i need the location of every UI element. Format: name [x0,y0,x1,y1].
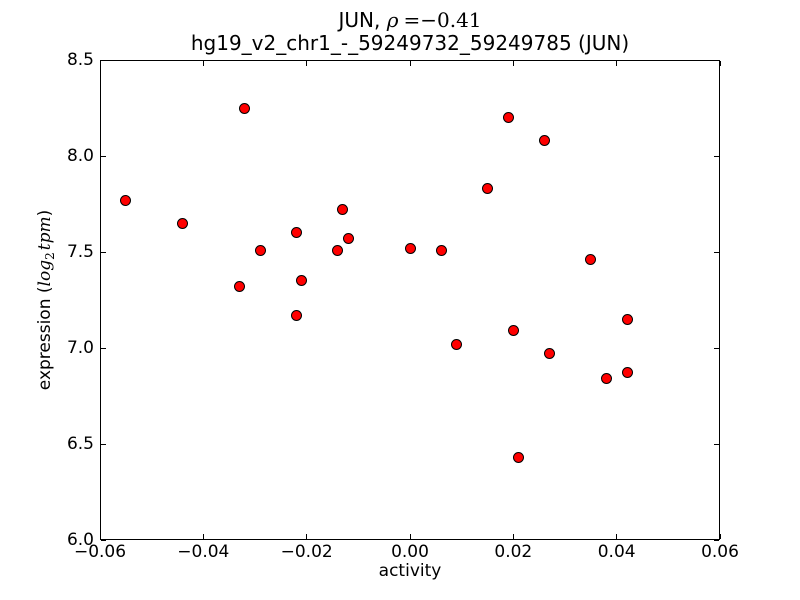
data-point [544,348,555,360]
data-point [342,233,354,245]
y-axis-label-log: log [35,259,55,287]
y-tick-mark-right [714,347,719,349]
data-point [337,204,349,216]
data-point [482,183,493,195]
x-tick-mark-top [306,61,308,66]
data-point [290,227,302,239]
y-tick-mark [101,539,106,541]
data-point [254,244,266,256]
y-tick-label: 8.0 [66,146,94,166]
y-tick-label: 6.5 [66,434,94,454]
y-axis-label-suffix: ) [35,209,55,217]
x-tick-mark [719,534,721,539]
x-tick-label: 0.00 [391,542,429,562]
y-tick-mark [101,443,106,445]
y-tick-mark-right [714,59,719,61]
x-tick-label: 0.04 [597,542,636,562]
title-rho-value: =−0.41 [403,8,482,32]
data-point [234,281,245,293]
y-tick-mark-right [714,539,719,541]
data-point [507,325,519,337]
plot-area [100,60,720,540]
x-tick-label: −0.04 [177,542,230,562]
y-tick-label: 8.5 [66,50,94,70]
x-tick-label: −0.02 [280,542,333,562]
y-tick-mark-right [714,443,719,445]
y-tick-mark-right [714,251,719,253]
chart-subtitle: hg19_v2_chr1_-_59249732_59249785 (JUN) [190,31,630,55]
x-tick-label: 0.02 [494,542,533,562]
data-point [332,244,344,256]
x-tick-mark [99,534,101,539]
data-point [451,338,462,350]
x-tick-mark [512,534,514,539]
x-tick-mark-top [512,61,514,66]
x-tick-mark [306,534,308,539]
y-tick-mark [101,59,106,61]
x-tick-mark-top [202,61,204,66]
title-gene-label: JUN, [338,8,387,32]
y-tick-label: 7.0 [66,338,94,358]
data-point [513,451,524,463]
data-point [404,242,416,254]
data-point [585,254,597,266]
x-axis-label: activity [378,561,442,581]
data-point [621,367,633,379]
y-tick-mark [101,347,106,349]
x-tick-mark-top [99,61,101,66]
y-tick-mark [101,155,106,157]
y-tick-label: 7.5 [66,242,94,262]
y-tick-mark [101,251,106,253]
y-axis-label: expression (log2tpm) [35,210,57,390]
x-tick-mark [409,534,411,539]
data-point [600,373,612,385]
x-tick-mark [616,534,618,539]
x-tick-mark [202,534,204,539]
x-tick-mark-top [719,61,721,66]
x-tick-mark-top [616,61,618,66]
chart-title: JUN, ρ =−0.41 hg19_v2_chr1_-_59249732_592… [191,9,629,55]
x-tick-label: −0.06 [73,542,127,562]
x-tick-label: 0.06 [701,542,739,562]
data-point [538,135,550,147]
data-point [177,217,189,229]
y-tick-label: 6.0 [66,530,94,550]
data-point [621,313,633,325]
title-rho-symbol: ρ [386,8,399,32]
data-point [296,275,307,287]
y-tick-mark-right [714,155,719,157]
chart-title-line1: JUN, ρ =−0.41 [191,9,629,32]
x-tick-mark-top [409,61,411,66]
data-point [502,112,514,124]
data-point [290,309,302,321]
data-point [120,194,132,206]
data-point [239,102,251,114]
data-point [435,244,447,256]
